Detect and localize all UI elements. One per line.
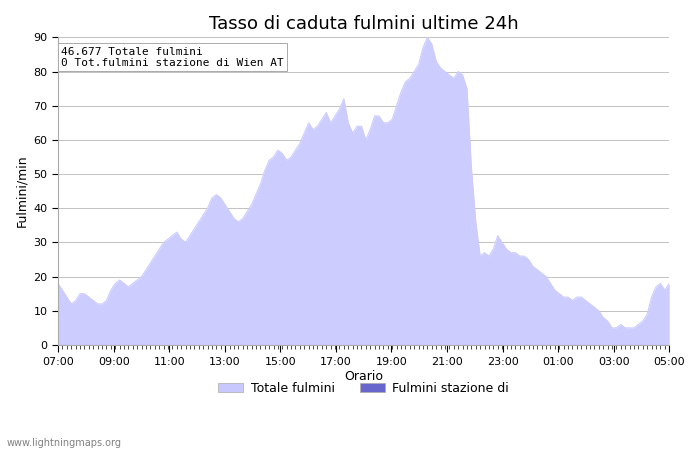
X-axis label: Orario: Orario [344, 369, 383, 382]
Y-axis label: Fulmini/min: Fulmini/min [15, 155, 28, 227]
Text: www.lightningmaps.org: www.lightningmaps.org [7, 438, 122, 448]
Text: 46.677 Totale fulmini
0 Tot.fulmini stazione di Wien AT: 46.677 Totale fulmini 0 Tot.fulmini staz… [61, 46, 284, 68]
Title: Tasso di caduta fulmini ultime 24h: Tasso di caduta fulmini ultime 24h [209, 15, 519, 33]
Legend: Totale fulmini, Fulmini stazione di: Totale fulmini, Fulmini stazione di [214, 377, 514, 400]
